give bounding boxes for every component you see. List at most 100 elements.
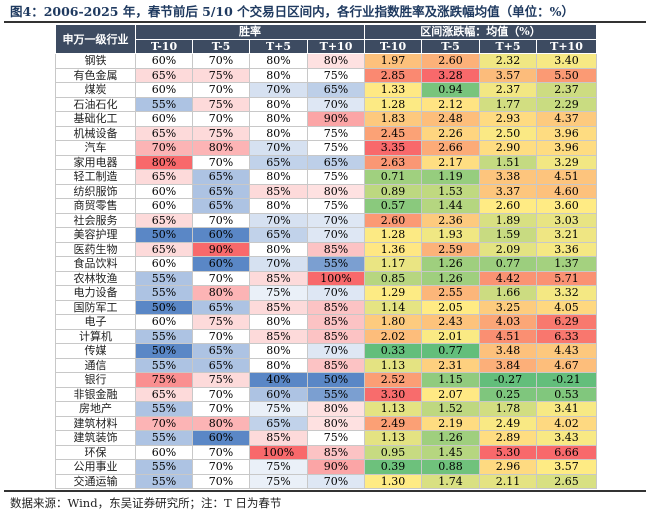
win-rate-cell: 75% — [192, 67, 250, 83]
win-rate-cell: 70% — [307, 285, 365, 301]
return-cell: 2.60 — [421, 53, 480, 69]
header-win-rate: 胜率 — [135, 24, 365, 40]
win-rate-cell: 65% — [135, 169, 193, 185]
header-return-mean: 区间涨跌幅：均值（%） — [364, 24, 597, 40]
return-cell: 0.53 — [536, 386, 597, 402]
win-rate-cell: 80% — [307, 415, 365, 431]
return-cell: 1.19 — [421, 169, 480, 185]
table-row: 农林牧渔 55% 70% 85% 100% 0.85 1.26 4.42 5.71 — [55, 270, 597, 286]
table-row: 电力设备 55% 80% 75% 70% 1.29 2.55 1.66 3.32 — [55, 285, 597, 301]
win-rate-cell: 90% — [307, 459, 365, 475]
win-rate-cell: 70% — [192, 82, 250, 98]
win-rate-cell: 65% — [135, 212, 193, 228]
table-row: 公用事业 55% 70% 75% 90% 0.39 0.88 2.96 3.57 — [55, 459, 597, 475]
win-rate-cell: 60% — [135, 198, 193, 214]
win-rate-cell: 55% — [135, 270, 193, 286]
industry-name: 建筑材料 — [55, 415, 136, 431]
win-rate-cell: 75% — [192, 372, 250, 388]
win-rate-cell: 65% — [135, 125, 193, 141]
table-row: 纺织服饰 60% 65% 85% 80% 0.89 1.53 3.37 4.60 — [55, 183, 597, 199]
win-rate-cell: 55% — [307, 256, 365, 272]
win-rate-cell: 80% — [249, 169, 308, 185]
return-cell: 3.29 — [536, 154, 597, 170]
return-cell: -0.27 — [479, 372, 537, 388]
table-row: 环保 60% 70% 100% 85% 0.95 1.45 5.30 6.66 — [55, 444, 597, 460]
header-industry: 申万一级行业 — [55, 24, 136, 54]
return-cell: 2.09 — [479, 241, 537, 257]
return-cell: 2.65 — [536, 473, 597, 489]
win-rate-cell: 75% — [307, 430, 365, 446]
win-rate-cell: 75% — [192, 96, 250, 112]
return-cell: 1.26 — [421, 430, 480, 446]
table-row: 国防军工 50% 65% 85% 85% 1.14 2.05 3.25 4.05 — [55, 299, 597, 315]
win-rate-cell: 80% — [249, 241, 308, 257]
table-row: 汽车 70% 80% 70% 75% 3.35 2.66 2.90 3.96 — [55, 140, 597, 156]
win-rate-cell: 90% — [192, 241, 250, 257]
win-rate-cell: 60% — [135, 444, 193, 460]
win-rate-cell: 65% — [192, 169, 250, 185]
win-rate-cell: 55% — [135, 96, 193, 112]
win-rate-cell: 60% — [192, 227, 250, 243]
return-cell: 2.52 — [364, 372, 422, 388]
return-cell: 6.33 — [536, 328, 597, 344]
win-rate-cell: 80% — [135, 154, 193, 170]
table-row: 美容护理 50% 60% 65% 70% 1.28 1.93 1.59 3.21 — [55, 227, 597, 243]
industry-name: 煤炭 — [55, 82, 136, 98]
return-cell: 4.02 — [536, 415, 597, 431]
industry-name: 基础化工 — [55, 111, 136, 127]
return-cell: 1.26 — [421, 270, 480, 286]
win-rate-cell: 80% — [249, 67, 308, 83]
win-rate-cell: 70% — [249, 140, 308, 156]
table-row: 通信 55% 65% 80% 85% 1.13 2.31 3.84 4.67 — [55, 357, 597, 373]
return-cell: 1.15 — [421, 372, 480, 388]
win-rate-cell: 75% — [135, 372, 193, 388]
industry-name: 农林牧渔 — [55, 270, 136, 286]
win-rate-cell: 55% — [135, 430, 193, 446]
win-rate-cell: 70% — [249, 82, 308, 98]
table-row: 电子 60% 75% 80% 85% 1.80 2.43 4.03 6.29 — [55, 314, 597, 330]
win-rate-cell: 80% — [249, 53, 308, 69]
win-rate-cell: 65% — [307, 154, 365, 170]
industry-name: 通信 — [55, 357, 136, 373]
win-rate-cell: 70% — [192, 473, 250, 489]
industry-name: 国防军工 — [55, 299, 136, 315]
win-rate-cell: 70% — [192, 212, 250, 228]
win-rate-cell: 75% — [249, 473, 308, 489]
win-rate-cell: 85% — [307, 328, 365, 344]
industry-name: 公用事业 — [55, 459, 136, 475]
return-cell: 1.51 — [479, 154, 537, 170]
industry-name: 电力设备 — [55, 285, 136, 301]
win-rate-cell: 65% — [307, 82, 365, 98]
win-rate-cell: 70% — [307, 473, 365, 489]
return-cell: 1.66 — [479, 285, 537, 301]
win-rate-cell: 75% — [192, 314, 250, 330]
return-cell: 0.85 — [364, 270, 422, 286]
return-cell: 4.05 — [536, 299, 597, 315]
return-cell: 0.95 — [364, 444, 422, 460]
return-cell: 3.25 — [479, 299, 537, 315]
return-cell: 2.37 — [479, 82, 537, 98]
return-cell: 1.45 — [421, 444, 480, 460]
table-row: 商贸零售 60% 65% 80% 75% 0.57 1.44 2.60 3.60 — [55, 198, 597, 214]
win-rate-cell: 75% — [249, 285, 308, 301]
return-cell: 0.77 — [421, 343, 480, 359]
win-rate-cell: 75% — [307, 67, 365, 83]
return-cell: 4.51 — [479, 328, 537, 344]
win-rate-cell: 40% — [249, 372, 308, 388]
return-cell: 6.66 — [536, 444, 597, 460]
win-rate-cell: 65% — [249, 227, 308, 243]
source-note: 数据来源：Wind，东吴证券研究所；注：T 日为春节 — [10, 496, 282, 510]
return-cell: 2.17 — [421, 154, 480, 170]
industry-name: 建筑装饰 — [55, 430, 136, 446]
return-cell: 3.28 — [421, 67, 480, 83]
table-row: 非银金融 65% 70% 60% 55% 3.30 2.07 0.25 0.53 — [55, 386, 597, 402]
industry-name: 银行 — [55, 372, 136, 388]
table-row: 煤炭 60% 70% 70% 65% 1.33 0.94 2.37 2.37 — [55, 82, 597, 98]
return-cell: 2.50 — [479, 125, 537, 141]
win-header-T-5: T-5 — [192, 38, 250, 54]
win-rate-cell: 65% — [249, 154, 308, 170]
return-cell: 0.71 — [364, 169, 422, 185]
table-row: 房地产 55% 70% 75% 80% 1.13 1.52 1.78 3.41 — [55, 401, 597, 417]
win-rate-cell: 60% — [135, 256, 193, 272]
win-rate-cell: 70% — [192, 386, 250, 402]
